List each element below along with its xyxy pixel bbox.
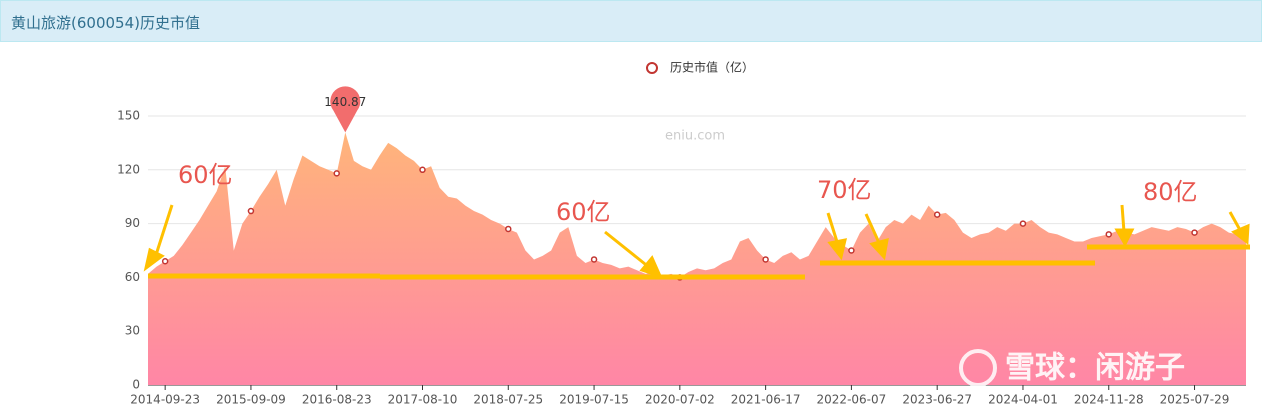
- point: [1191, 229, 1198, 236]
- x-tick-label: 2021-06-17: [731, 393, 801, 407]
- point: [848, 247, 855, 254]
- point: [247, 207, 255, 215]
- x-tick-label: 2019-07-15: [559, 393, 629, 407]
- logo: [959, 349, 997, 387]
- x-tick-label: 2018-07-25: [473, 393, 543, 407]
- point: [161, 258, 169, 265]
- y-tick-label: 0: [132, 378, 140, 392]
- point: [590, 256, 598, 263]
- y-tick-label: 120: [117, 162, 140, 176]
- x-tick-label: 2023-06-27: [902, 393, 972, 407]
- x-tick-label: 2022-06-07: [817, 393, 887, 407]
- y-tick-label: 90: [125, 216, 140, 230]
- max-pin: [330, 86, 361, 133]
- x-tick-label: 2024-11-28: [1074, 393, 1144, 407]
- max-label: 140.87: [324, 95, 366, 109]
- point: [333, 170, 340, 177]
- header-title: 黄山旅游(600054)历史市值: [11, 14, 200, 32]
- x-tick-label: 2025-07-29: [1160, 393, 1230, 407]
- x-tick-label: 2014-09-23: [130, 393, 200, 407]
- annotation: 60亿: [556, 198, 611, 226]
- point: [419, 166, 426, 174]
- annotation: 60亿: [178, 161, 233, 189]
- x-tick-label: 2017-08-10: [388, 393, 458, 407]
- annotation: 80亿: [1143, 178, 1198, 206]
- x-tick-label: 2015-09-09: [216, 393, 286, 407]
- legend-label[interactable]: 历史市值（亿）: [670, 60, 754, 75]
- x-tick-label: 2020-07-02: [645, 393, 715, 407]
- area: [148, 132, 1246, 385]
- annotation-arrows: [143, 204, 1250, 279]
- x-tick-label: 2024-04-01: [988, 393, 1058, 407]
- point: [1105, 231, 1112, 238]
- y-tick-label: 30: [125, 324, 140, 338]
- point: [1019, 220, 1027, 227]
- point: [505, 225, 512, 233]
- header: 黄山旅游(600054)历史市值: [0, 0, 1262, 42]
- point: [762, 256, 769, 263]
- x-tick-label: 2016-08-23: [302, 393, 372, 407]
- point: [933, 211, 941, 218]
- y-tick-label: 60: [125, 270, 140, 284]
- signature: 雪球：闲游子: [1005, 351, 1185, 386]
- legend-symbol[interactable]: [646, 62, 658, 74]
- y-tick-label: 150: [117, 109, 140, 123]
- annotation-lines: [148, 244, 1250, 280]
- watermark: eniu.com: [665, 129, 725, 144]
- annotation: 70亿: [817, 176, 872, 204]
